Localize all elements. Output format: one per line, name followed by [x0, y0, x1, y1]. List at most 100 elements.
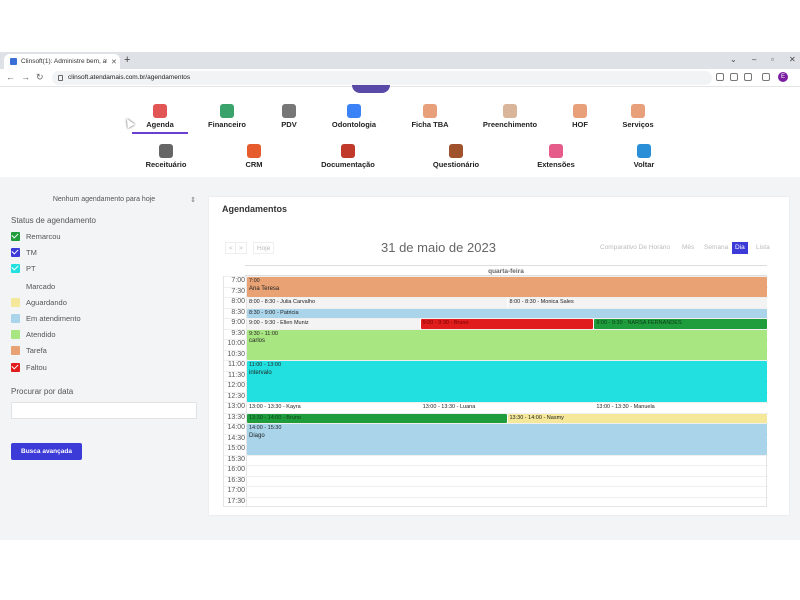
reload-icon[interactable]: ↻	[36, 72, 44, 82]
calendar-grid: 7:00 7:30 8:00 8:30 9:00 9:30 10:00 10:30 11:00 1…	[223, 276, 768, 508]
status-checkbox[interactable]	[11, 363, 20, 372]
status-checkbox[interactable]	[11, 264, 20, 273]
calendar-event[interactable]: 13:30 - 14:00 - Nasmy	[507, 413, 767, 423]
nav-item-extens-es[interactable]: Extensões	[521, 144, 591, 169]
time-label: 12:00	[227, 382, 245, 389]
nav-item-agenda[interactable]: Agenda	[125, 104, 195, 129]
status-item[interactable]: Atendido	[11, 330, 56, 339]
close-tab-icon[interactable]: ✕	[111, 58, 117, 66]
appointments-today-select[interactable]: Nenhum agendamento para hoje ⇕	[10, 196, 198, 204]
time-slot[interactable]	[224, 307, 768, 319]
calendar-event[interactable]: 13:00 - 13:30 - Kayra	[247, 403, 420, 413]
profile-avatar[interactable]: E	[778, 72, 788, 82]
status-item[interactable]: TM	[11, 248, 37, 257]
time-slot[interactable]	[224, 276, 768, 287]
calendar-event[interactable]: 8:30 - 9:00 - Patricia	[247, 308, 767, 318]
share-icon[interactable]	[730, 73, 738, 81]
calendar-event[interactable]: 8:00 - 8:30 - Julia Carvalho	[247, 298, 507, 308]
time-slot[interactable]	[224, 486, 768, 497]
time-slot[interactable]	[224, 297, 768, 308]
view-button[interactable]: Comparativo De Horário	[600, 244, 671, 251]
nav-item-servi-os[interactable]: Serviços	[603, 104, 673, 129]
status-item[interactable]: Faltou	[11, 363, 47, 372]
nav-item-odontologia[interactable]: Odontologia	[319, 104, 389, 129]
nav-item-preenchimento[interactable]: Preenchimento	[475, 104, 545, 129]
nav-item-ficha-tba[interactable]: Ficha TBA	[395, 104, 465, 129]
browser-tab[interactable]: Clinsoft(1): Administre bem, ate ✕	[4, 54, 120, 69]
time-slot[interactable]	[224, 465, 768, 476]
url-input[interactable]: clinsoft.atendamais.com.br/agendamentos	[52, 71, 712, 85]
event-time: 8:00 - 8:30 - Monica Sales	[509, 299, 574, 305]
time-label: 8:00	[231, 298, 245, 305]
status-label: Marcado	[26, 282, 56, 291]
minimize-icon[interactable]: –	[752, 55, 757, 64]
sidepanel-icon[interactable]	[762, 73, 770, 81]
time-label: 15:00	[227, 445, 245, 452]
status-checkbox[interactable]	[11, 248, 20, 257]
status-checkbox[interactable]	[11, 232, 20, 241]
chevron-down-icon[interactable]: ⌄	[730, 55, 737, 64]
calendar-event[interactable]: 9:30 - 11:00 carlos	[247, 329, 767, 360]
status-checkbox[interactable]	[11, 282, 20, 291]
nav-item-voltar[interactable]: Voltar	[609, 144, 679, 169]
time-slot[interactable]	[224, 454, 768, 466]
nav-item-pdv[interactable]: PDV	[254, 104, 324, 129]
today-button[interactable]: Hoje	[253, 242, 275, 254]
status-checkbox[interactable]	[11, 298, 20, 307]
time-label: 9:30	[231, 329, 245, 337]
next-button[interactable]: >	[235, 242, 247, 254]
calendar-event[interactable]: 9:00 - 9:30 - NARSA FERNANDES	[594, 319, 767, 329]
nav-item-question-rio[interactable]: Questionário	[421, 144, 491, 169]
advanced-search-button[interactable]: Busca avançada	[11, 443, 82, 460]
calendar-event[interactable]: 9:00 - 9:30 - Bruno	[420, 319, 594, 329]
view-button[interactable]: Dia	[732, 242, 748, 254]
calendar-event[interactable]: 11:00 - 13:00 intervalo	[247, 361, 767, 402]
nav-item-label: Receituário	[145, 160, 187, 169]
status-checkbox[interactable]	[11, 346, 20, 355]
calendar-event[interactable]: 8:00 - 8:30 - Monica Sales	[507, 298, 767, 308]
key-icon[interactable]	[716, 73, 724, 81]
nav-item-financeiro[interactable]: Financeiro	[192, 104, 262, 129]
status-item[interactable]: Aguardando	[11, 298, 67, 307]
calendar-event[interactable]: 13:30 - 14:00 - Bruno	[247, 413, 507, 423]
maximize-icon[interactable]: ▫	[771, 55, 774, 64]
time-slot[interactable]	[224, 318, 768, 329]
search-date-input[interactable]	[11, 402, 197, 419]
time-slot[interactable]	[224, 360, 768, 371]
time-slot[interactable]	[224, 496, 768, 508]
new-tab-icon[interactable]: +	[124, 54, 131, 66]
calendar-event[interactable]: 9:00 - 9:30 - Ellen Muniz	[247, 319, 420, 329]
time-label: 16:30	[227, 476, 245, 484]
calendar-event[interactable]: 14:00 - 15:30 Diago	[247, 424, 767, 455]
view-button[interactable]: Semana	[704, 244, 729, 251]
nav-item-hof[interactable]: HOF	[545, 104, 615, 129]
calendar-event[interactable]: 13:00 - 13:30 - Manuela	[594, 403, 767, 413]
time-slot[interactable]	[224, 475, 768, 487]
nav-item-documenta-o[interactable]: Documentação	[313, 144, 383, 169]
nav-item-crm[interactable]: CRM	[219, 144, 289, 169]
nav-item-receitu-rio[interactable]: Receituário	[131, 144, 201, 169]
status-item[interactable]: Marcado	[11, 282, 55, 291]
time-slot[interactable]	[224, 412, 768, 424]
status-item[interactable]: Remarcou	[11, 232, 61, 241]
bookmark-icon[interactable]	[744, 73, 752, 81]
view-button[interactable]: Mês	[682, 244, 695, 251]
status-item[interactable]: PT	[11, 264, 36, 273]
close-window-icon[interactable]: ✕	[789, 55, 796, 64]
back-icon[interactable]: ←	[6, 72, 15, 82]
status-item[interactable]: Em atendimento	[11, 314, 81, 323]
time-slot[interactable]	[224, 402, 768, 413]
status-checkbox[interactable]	[11, 314, 20, 323]
view-button[interactable]: Lista	[756, 244, 770, 251]
calendar-event[interactable]: 7:00 Ana Teresa	[247, 277, 767, 297]
time-label: 7:00	[231, 277, 245, 284]
forward-icon[interactable]: →	[21, 72, 30, 82]
time-slot[interactable]	[224, 328, 768, 340]
status-checkbox[interactable]	[11, 330, 20, 339]
status-item[interactable]: Tarefa	[11, 346, 47, 355]
calendar-event[interactable]: 13:00 - 13:30 - Luana	[420, 403, 594, 413]
event-time: 13:30 - 14:00 - Nasmy	[509, 414, 564, 421]
search-date-label: Procurar por data	[11, 387, 74, 396]
time-slot[interactable]	[224, 423, 768, 434]
calendar-date-title: 31 de maio de 2023	[381, 240, 496, 255]
